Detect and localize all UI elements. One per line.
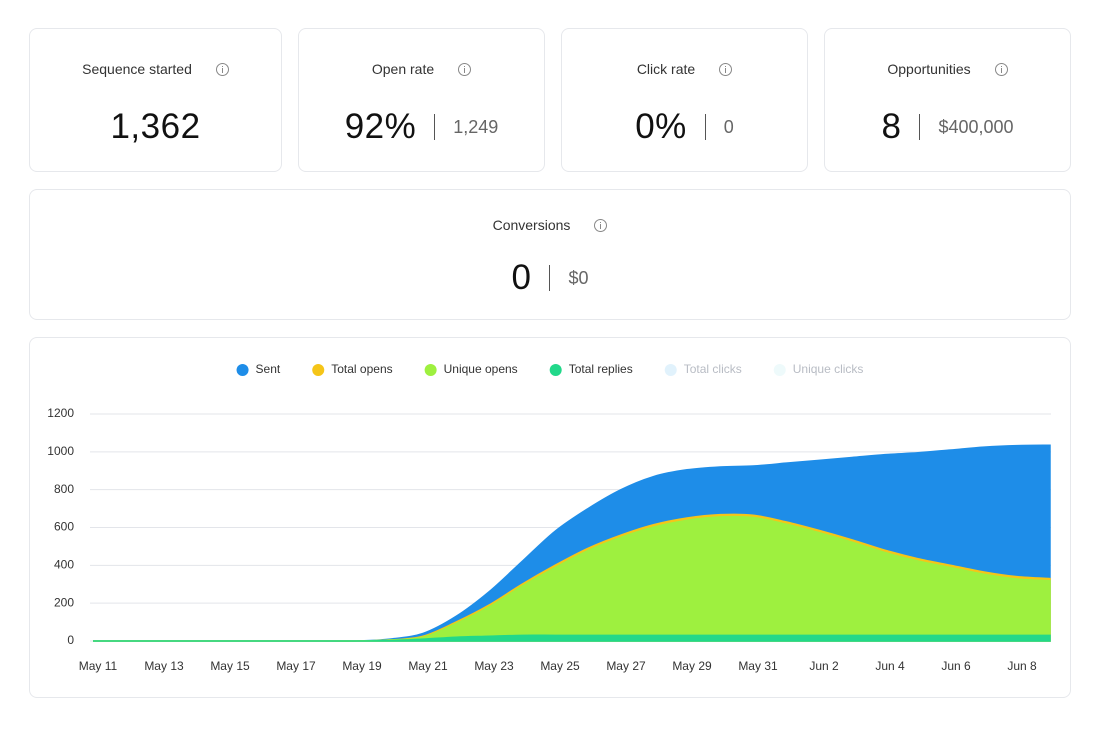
card-values: 0 $0: [30, 258, 1070, 298]
x-tick-label: May 23: [474, 659, 514, 673]
x-tick-label: Jun 2: [809, 659, 839, 673]
card-values: 8 $400,000: [825, 107, 1070, 147]
legend-swatch: [773, 364, 786, 376]
stat-card: Sequence started 1,362: [29, 28, 282, 172]
info-icon[interactable]: [215, 62, 229, 76]
divider: [549, 265, 551, 291]
info-icon[interactable]: [594, 218, 608, 232]
divider: [434, 114, 436, 140]
area-series: [93, 634, 1051, 642]
card-secondary: $400,000: [938, 116, 1014, 137]
legend-swatch: [424, 364, 437, 376]
legend-swatch: [236, 364, 249, 376]
legend-item[interactable]: Total replies: [549, 362, 633, 376]
divider: [704, 114, 706, 140]
legend-item[interactable]: Unique opens: [424, 362, 518, 376]
card-value: 92%: [344, 107, 417, 146]
stat-card: Opportunities 8 $400,000: [824, 28, 1071, 172]
stat-card: Click rate 0% 0: [561, 28, 808, 172]
card-title: Open rate: [371, 61, 435, 77]
card-title-row: Sequence started: [30, 61, 281, 77]
x-tick-label: May 15: [210, 659, 250, 673]
y-tick-label: 800: [54, 482, 74, 496]
x-tick-label: May 31: [738, 659, 778, 673]
card-title: Opportunities: [887, 61, 971, 77]
y-tick-label: 1200: [47, 406, 74, 420]
legend-item[interactable]: Unique clicks: [773, 362, 864, 376]
legend-item[interactable]: Total opens: [312, 362, 393, 376]
card-title-row: Click rate: [562, 61, 807, 77]
card-values: 0% 0: [562, 107, 807, 147]
y-tick-label: 1000: [47, 444, 74, 458]
legend-label: Unique opens: [444, 362, 518, 376]
card-value: 0%: [635, 107, 687, 146]
divider: [919, 114, 921, 140]
legend-item[interactable]: Total clicks: [664, 362, 742, 376]
legend-swatch: [664, 364, 677, 376]
card-values: 92% 1,249: [299, 107, 544, 147]
x-tick-label: May 11: [79, 659, 118, 673]
x-tick-label: May 27: [606, 659, 646, 673]
card-title-row: Opportunities: [825, 61, 1070, 77]
x-tick-label: May 19: [342, 659, 382, 673]
card-secondary: 1,249: [453, 116, 499, 137]
legend-label: Unique clicks: [793, 362, 864, 376]
card-secondary: $0: [568, 267, 589, 288]
card-value: 8: [881, 107, 902, 146]
legend-item[interactable]: Sent: [236, 362, 281, 376]
card-title-row: Conversions: [30, 217, 1070, 233]
x-tick-label: May 25: [540, 659, 580, 673]
info-icon[interactable]: [994, 62, 1008, 76]
y-tick-label: 0: [67, 633, 74, 647]
stat-card: Open rate 92% 1,249: [298, 28, 545, 172]
legend-swatch: [312, 364, 325, 376]
legend-label: Total clicks: [684, 362, 742, 376]
info-icon[interactable]: [458, 62, 472, 76]
card-title: Conversions: [492, 217, 571, 233]
card-value: 1,362: [110, 107, 201, 146]
legend-label: Total opens: [331, 362, 392, 376]
info-icon[interactable]: [719, 62, 733, 76]
y-tick-label: 200: [54, 595, 74, 609]
x-tick-label: May 13: [144, 659, 184, 673]
stat-card: Conversions 0 $0: [29, 189, 1071, 320]
x-tick-label: Jun 8: [1007, 659, 1037, 673]
legend-label: Sent: [256, 362, 281, 376]
y-tick-label: 600: [54, 520, 74, 534]
card-secondary: 0: [723, 116, 734, 137]
legend-swatch: [549, 364, 562, 376]
card-title-row: Open rate: [299, 61, 544, 77]
x-tick-label: May 21: [408, 659, 448, 673]
card-value: 0: [511, 258, 532, 297]
card-title: Click rate: [636, 61, 696, 77]
x-tick-label: Jun 4: [875, 659, 905, 673]
legend-label: Total replies: [569, 362, 633, 376]
y-tick-label: 400: [54, 558, 74, 572]
card-title: Sequence started: [82, 61, 192, 77]
x-tick-label: May 29: [672, 659, 712, 673]
x-tick-label: Jun 6: [941, 659, 971, 673]
x-tick-label: May 17: [276, 659, 316, 673]
card-values: 1,362: [30, 107, 281, 147]
